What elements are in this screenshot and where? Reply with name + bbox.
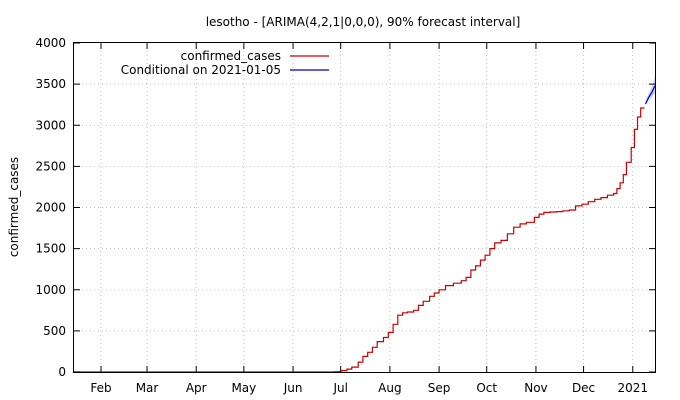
x-tick-label: Apr [186,381,207,395]
legend-label: Conditional on 2021-01-05 [121,63,281,77]
axis-ticks: 0 500 1000 1500 2000 2500 3000 3500 4000 Feb Mar Ap… [35,36,655,395]
series-line-0 [74,107,645,373]
x-tick-label: Sep [428,381,451,395]
y-tick-label: 1500 [35,242,66,256]
plot-frame [73,42,656,373]
x-tick-label: Mar [136,381,159,395]
y-tick-label: 500 [43,324,66,338]
series-line-1 [644,85,656,105]
series-layer [74,85,656,373]
y-axis-label: confirmed_cases [7,157,21,257]
y-tick-label: 3000 [35,118,66,132]
x-tick-label: Jun [283,381,303,395]
x-tick-label: Nov [524,381,547,395]
y-tick-label: 1000 [35,283,66,297]
chart-title: lesotho - [ARIMA(4,2,1|0,0,0), 90% forec… [206,15,521,29]
y-tick-label: 4000 [35,36,66,50]
legend-label: confirmed_cases [181,49,281,63]
x-tick-label: Feb [90,381,111,395]
x-tick-label: Aug [378,381,401,395]
x-tick-label: 2021 [618,381,649,395]
y-tick-label: 2500 [35,159,66,173]
grid-lines [74,43,655,372]
x-tick-label: Jul [332,381,347,395]
x-tick-label: Dec [572,381,595,395]
x-tick-label: May [231,381,256,395]
x-tick-label: Oct [476,381,497,395]
y-tick-label: 0 [58,365,66,379]
y-tick-label: 3500 [35,77,66,91]
y-tick-label: 2000 [35,201,66,215]
